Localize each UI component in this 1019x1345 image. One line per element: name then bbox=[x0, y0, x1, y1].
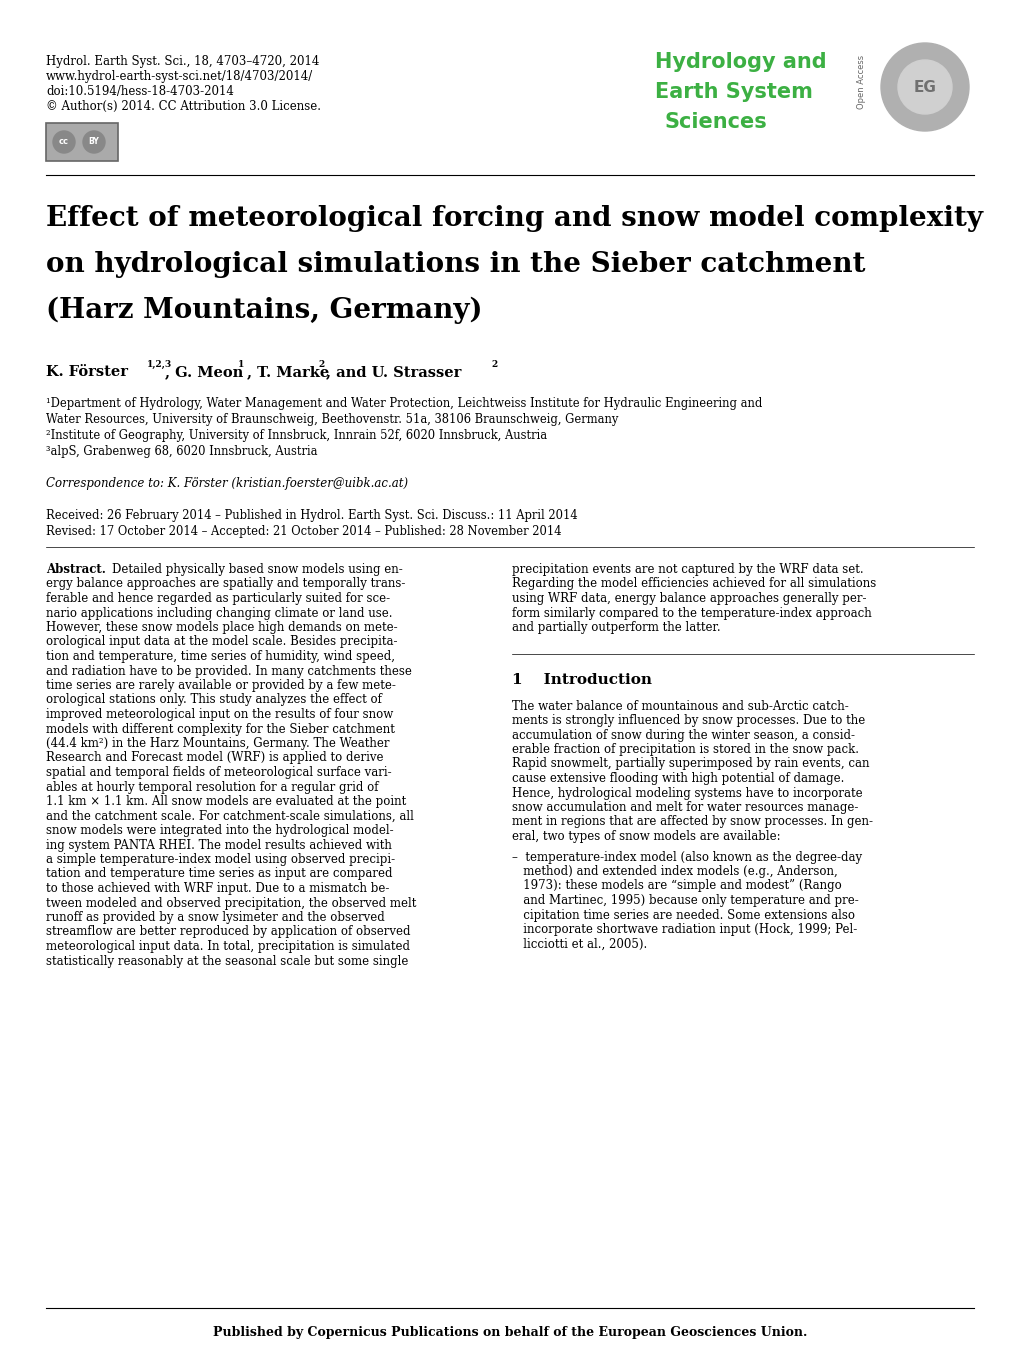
Text: snow models were integrated into the hydrological model-: snow models were integrated into the hyd… bbox=[46, 824, 393, 837]
Text: and Martinec, 1995) because only temperature and pre-: and Martinec, 1995) because only tempera… bbox=[512, 894, 858, 907]
Text: ferable and hence regarded as particularly suited for sce-: ferable and hence regarded as particular… bbox=[46, 592, 389, 605]
Text: ables at hourly temporal resolution for a regular grid of: ables at hourly temporal resolution for … bbox=[46, 780, 378, 794]
Text: Research and Forecast model (WRF) is applied to derive: Research and Forecast model (WRF) is app… bbox=[46, 752, 383, 764]
Text: ¹Department of Hydrology, Water Management and Water Protection, Leichtweiss Ins: ¹Department of Hydrology, Water Manageme… bbox=[46, 397, 761, 410]
Text: streamflow are better reproduced by application of observed: streamflow are better reproduced by appl… bbox=[46, 925, 410, 939]
Text: time series are rarely available or provided by a few mete-: time series are rarely available or prov… bbox=[46, 679, 395, 691]
Text: Sciences: Sciences bbox=[664, 112, 767, 132]
Text: 1,2,3: 1,2,3 bbox=[147, 360, 172, 369]
Text: Open Access: Open Access bbox=[857, 55, 866, 109]
Text: using WRF data, energy balance approaches generally per-: using WRF data, energy balance approache… bbox=[512, 592, 866, 605]
Text: 1    Introduction: 1 Introduction bbox=[512, 674, 651, 687]
Text: © Author(s) 2014. CC Attribution 3.0 License.: © Author(s) 2014. CC Attribution 3.0 Lic… bbox=[46, 100, 321, 113]
Text: Hydrol. Earth Syst. Sci., 18, 4703–4720, 2014: Hydrol. Earth Syst. Sci., 18, 4703–4720,… bbox=[46, 55, 319, 69]
Text: ergy balance approaches are spatially and temporally trans-: ergy balance approaches are spatially an… bbox=[46, 577, 405, 590]
Text: , and U. Strasser: , and U. Strasser bbox=[326, 364, 461, 379]
Text: cause extensive flooding with high potential of damage.: cause extensive flooding with high poten… bbox=[512, 772, 844, 785]
Text: Detailed physically based snow models using en-: Detailed physically based snow models us… bbox=[112, 564, 403, 576]
Text: EG: EG bbox=[913, 79, 935, 94]
Text: tion and temperature, time series of humidity, wind speed,: tion and temperature, time series of hum… bbox=[46, 650, 394, 663]
Circle shape bbox=[897, 61, 951, 114]
Text: Abstract.: Abstract. bbox=[46, 564, 106, 576]
Bar bbox=[46, 122, 118, 161]
Text: spatial and temporal fields of meteorological surface vari-: spatial and temporal fields of meteorolo… bbox=[46, 767, 391, 779]
Text: method) and extended index models (e.g., Anderson,: method) and extended index models (e.g.,… bbox=[512, 865, 837, 878]
Text: accumulation of snow during the winter season, a consid-: accumulation of snow during the winter s… bbox=[512, 729, 854, 741]
Text: doi:10.5194/hess-18-4703-2014: doi:10.5194/hess-18-4703-2014 bbox=[46, 85, 233, 98]
Text: statistically reasonably at the seasonal scale but some single: statistically reasonably at the seasonal… bbox=[46, 955, 408, 967]
Text: –  temperature-index model (also known as the degree-day: – temperature-index model (also known as… bbox=[512, 850, 861, 863]
Text: orological input data at the model scale. Besides precipita-: orological input data at the model scale… bbox=[46, 635, 397, 648]
Text: ²Institute of Geography, University of Innsbruck, Innrain 52f, 6020 Innsbruck, A: ²Institute of Geography, University of I… bbox=[46, 429, 546, 443]
Text: Water Resources, University of Braunschweig, Beethovenstr. 51a, 38106 Braunschwe: Water Resources, University of Braunschw… bbox=[46, 413, 618, 426]
Text: K. Förster: K. Förster bbox=[46, 364, 127, 379]
Circle shape bbox=[53, 130, 75, 153]
Text: and radiation have to be provided. In many catchments these: and radiation have to be provided. In ma… bbox=[46, 664, 412, 678]
Text: and partially outperform the latter.: and partially outperform the latter. bbox=[512, 621, 719, 633]
Text: cc: cc bbox=[59, 137, 69, 147]
Text: (44.4 km²) in the Harz Mountains, Germany. The Weather: (44.4 km²) in the Harz Mountains, German… bbox=[46, 737, 389, 751]
Text: 1: 1 bbox=[237, 360, 245, 369]
Text: Rapid snowmelt, partially superimposed by rain events, can: Rapid snowmelt, partially superimposed b… bbox=[512, 757, 868, 771]
Text: tation and temperature time series as input are compared: tation and temperature time series as in… bbox=[46, 868, 392, 881]
Text: 2: 2 bbox=[490, 360, 497, 369]
Text: Earth System: Earth System bbox=[654, 82, 812, 102]
Text: licciotti et al., 2005).: licciotti et al., 2005). bbox=[512, 937, 647, 951]
Text: a simple temperature-index model using observed precipi-: a simple temperature-index model using o… bbox=[46, 853, 394, 866]
Text: snow accumulation and melt for water resources manage-: snow accumulation and melt for water res… bbox=[512, 802, 858, 814]
Text: www.hydrol-earth-syst-sci.net/18/4703/2014/: www.hydrol-earth-syst-sci.net/18/4703/20… bbox=[46, 70, 313, 83]
Text: Correspondence to: K. Förster (kristian.foerster@uibk.ac.at): Correspondence to: K. Förster (kristian.… bbox=[46, 477, 408, 490]
Text: Revised: 17 October 2014 – Accepted: 21 October 2014 – Published: 28 November 20: Revised: 17 October 2014 – Accepted: 21 … bbox=[46, 525, 560, 538]
Text: Hence, hydrological modeling systems have to incorporate: Hence, hydrological modeling systems hav… bbox=[512, 787, 862, 799]
Text: (Harz Mountains, Germany): (Harz Mountains, Germany) bbox=[46, 297, 482, 324]
Text: Published by Copernicus Publications on behalf of the European Geosciences Union: Published by Copernicus Publications on … bbox=[213, 1326, 806, 1340]
Text: Regarding the model efficiencies achieved for all simulations: Regarding the model efficiencies achieve… bbox=[512, 577, 875, 590]
Text: nario applications including changing climate or land use.: nario applications including changing cl… bbox=[46, 607, 392, 620]
Text: ment in regions that are affected by snow processes. In gen-: ment in regions that are affected by sno… bbox=[512, 815, 872, 829]
Text: 1973): these models are “simple and modest” (Rango: 1973): these models are “simple and mode… bbox=[512, 880, 841, 893]
Text: runoff as provided by a snow lysimeter and the observed: runoff as provided by a snow lysimeter a… bbox=[46, 911, 384, 924]
Text: incorporate shortwave radiation input (Hock, 1999; Pel-: incorporate shortwave radiation input (H… bbox=[512, 923, 856, 936]
Circle shape bbox=[880, 43, 968, 130]
Text: , G. Meon: , G. Meon bbox=[165, 364, 243, 379]
Text: to those achieved with WRF input. Due to a mismatch be-: to those achieved with WRF input. Due to… bbox=[46, 882, 389, 894]
Text: meteorological input data. In total, precipitation is simulated: meteorological input data. In total, pre… bbox=[46, 940, 410, 954]
Text: , T. Marke: , T. Marke bbox=[247, 364, 329, 379]
Text: Hydrology and: Hydrology and bbox=[654, 52, 825, 73]
Text: erable fraction of precipitation is stored in the snow pack.: erable fraction of precipitation is stor… bbox=[512, 742, 858, 756]
Circle shape bbox=[83, 130, 105, 153]
Text: ³alpS, Grabenweg 68, 6020 Innsbruck, Austria: ³alpS, Grabenweg 68, 6020 Innsbruck, Aus… bbox=[46, 445, 317, 459]
Text: and the catchment scale. For catchment-scale simulations, all: and the catchment scale. For catchment-s… bbox=[46, 810, 414, 823]
Text: form similarly compared to the temperature-index approach: form similarly compared to the temperatu… bbox=[512, 607, 871, 620]
Text: ing system PANTA RHEI. The model results achieved with: ing system PANTA RHEI. The model results… bbox=[46, 838, 391, 851]
Text: The water balance of mountainous and sub-Arctic catch-: The water balance of mountainous and sub… bbox=[512, 699, 848, 713]
Text: tween modeled and observed precipitation, the observed melt: tween modeled and observed precipitation… bbox=[46, 897, 416, 909]
Text: improved meteorological input on the results of four snow: improved meteorological input on the res… bbox=[46, 707, 393, 721]
Text: cipitation time series are needed. Some extensions also: cipitation time series are needed. Some … bbox=[512, 908, 854, 921]
Text: on hydrological simulations in the Sieber catchment: on hydrological simulations in the Siebe… bbox=[46, 252, 865, 278]
Text: 1.1 km × 1.1 km. All snow models are evaluated at the point: 1.1 km × 1.1 km. All snow models are eva… bbox=[46, 795, 406, 808]
Text: Effect of meteorological forcing and snow model complexity: Effect of meteorological forcing and sno… bbox=[46, 204, 982, 231]
Text: BY: BY bbox=[89, 137, 99, 147]
Text: precipitation events are not captured by the WRF data set.: precipitation events are not captured by… bbox=[512, 564, 863, 576]
Text: eral, two types of snow models are available:: eral, two types of snow models are avail… bbox=[512, 830, 780, 843]
Text: 2: 2 bbox=[318, 360, 324, 369]
Text: ments is strongly influenced by snow processes. Due to the: ments is strongly influenced by snow pro… bbox=[512, 714, 864, 728]
Text: orological stations only. This study analyzes the effect of: orological stations only. This study ana… bbox=[46, 694, 381, 706]
Text: models with different complexity for the Sieber catchment: models with different complexity for the… bbox=[46, 722, 394, 736]
Text: Received: 26 February 2014 – Published in Hydrol. Earth Syst. Sci. Discuss.: 11 : Received: 26 February 2014 – Published i… bbox=[46, 508, 577, 522]
Text: However, these snow models place high demands on mete-: However, these snow models place high de… bbox=[46, 621, 397, 633]
